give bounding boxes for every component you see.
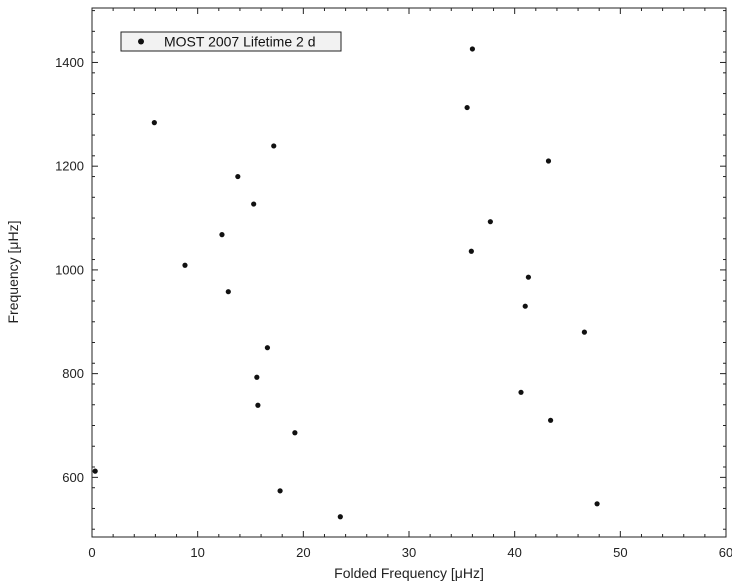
legend-label: MOST 2007 Lifetime 2 d bbox=[164, 34, 315, 50]
data-point bbox=[545, 158, 552, 164]
x-tick-label: 20 bbox=[296, 545, 310, 560]
data-point bbox=[469, 46, 475, 52]
data-point bbox=[264, 345, 271, 351]
plot-frame bbox=[91, 7, 727, 538]
data-point bbox=[547, 417, 554, 423]
x-tick-label: 60 bbox=[719, 545, 732, 560]
data-point bbox=[271, 143, 277, 149]
legend-box bbox=[120, 31, 342, 52]
y-tick-label: 800 bbox=[62, 366, 84, 381]
data-point bbox=[468, 248, 474, 254]
y-axis-label: Frequency [μHz] bbox=[5, 221, 21, 324]
data-point bbox=[487, 219, 493, 225]
data-point bbox=[182, 262, 188, 268]
data-point bbox=[337, 514, 343, 520]
data-point bbox=[292, 430, 298, 436]
data-point bbox=[151, 120, 157, 126]
y-tick-label: 1000 bbox=[55, 262, 84, 277]
data-point bbox=[522, 303, 528, 309]
data-points bbox=[92, 46, 600, 520]
x-axis-ticks: 0 10 20 30 40 50 60 bbox=[88, 8, 732, 560]
data-point bbox=[255, 402, 261, 408]
data-point bbox=[251, 201, 257, 207]
data-point bbox=[92, 468, 98, 474]
x-tick-label: 30 bbox=[402, 545, 416, 560]
y-tick-label: 600 bbox=[62, 470, 84, 485]
y-tick-label: 1200 bbox=[55, 159, 84, 174]
data-point bbox=[254, 374, 260, 380]
x-tick-label: 10 bbox=[190, 545, 204, 560]
x-tick-label: 40 bbox=[507, 545, 521, 560]
legend: MOST 2007 Lifetime 2 d bbox=[120, 31, 342, 52]
data-point bbox=[518, 389, 524, 395]
legend-marker bbox=[138, 38, 144, 45]
data-point bbox=[581, 329, 588, 335]
data-point bbox=[219, 232, 225, 238]
y-tick-label: 1400 bbox=[55, 55, 84, 70]
data-point bbox=[225, 289, 231, 295]
x-tick-label: 0 bbox=[88, 545, 95, 560]
y-axis-ticks: 600 800 1000 1200 1400 bbox=[55, 10, 726, 530]
data-point bbox=[594, 501, 600, 507]
x-tick-label: 50 bbox=[613, 545, 627, 560]
data-point bbox=[235, 173, 241, 180]
data-point bbox=[277, 488, 283, 494]
x-axis-label: Folded Frequency [μHz] bbox=[334, 565, 484, 581]
data-point bbox=[525, 274, 532, 280]
data-point bbox=[464, 104, 470, 111]
